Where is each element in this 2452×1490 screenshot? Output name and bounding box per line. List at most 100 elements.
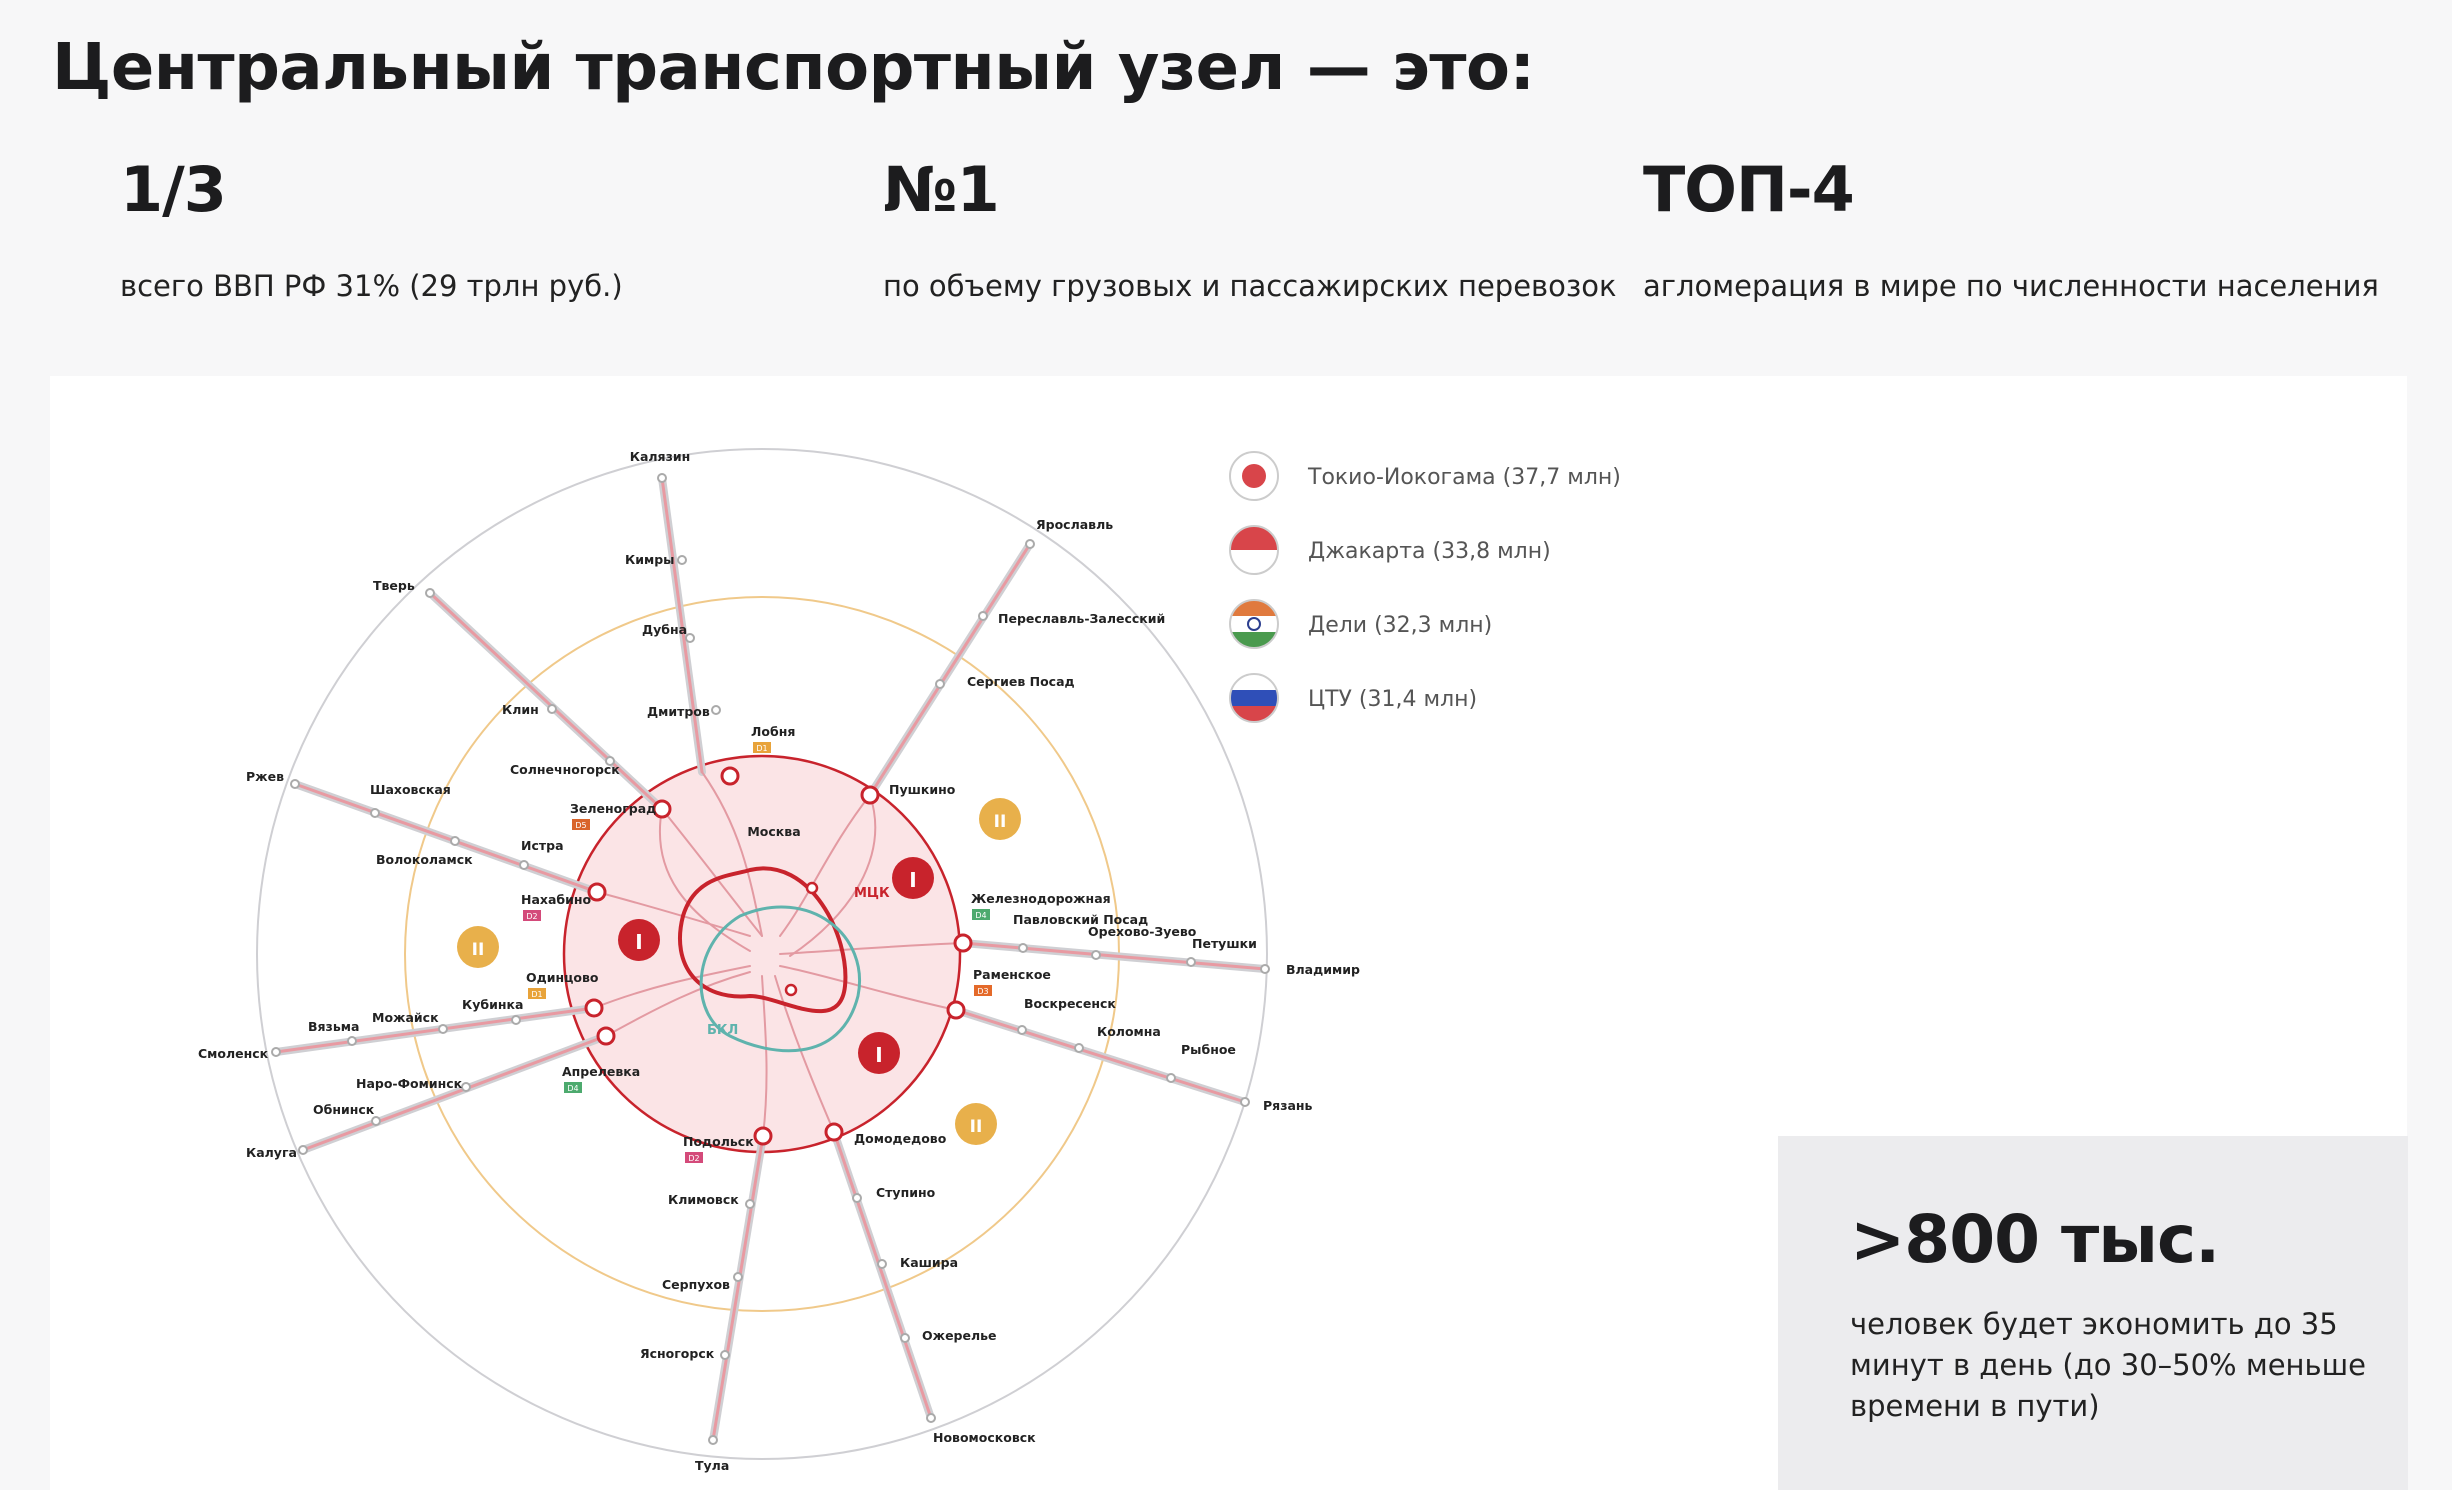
- moscow-label: Москва: [747, 824, 800, 839]
- station-label: Ожерелье: [922, 1328, 997, 1343]
- station-label: Одинцово: [526, 970, 599, 985]
- station-label: Переславль-Залесский: [998, 611, 1165, 626]
- station-node: [805, 881, 819, 895]
- station-label: Климовск: [668, 1192, 739, 1207]
- page-title: Центральный транспортный узел — это:: [52, 31, 1535, 105]
- svg-text:I: I: [909, 868, 916, 892]
- station-label: Истра: [521, 838, 564, 853]
- station-label: Калуга: [246, 1145, 297, 1160]
- zone-ii-marker: II: [979, 798, 1021, 840]
- legend-label: ЦТУ (31,4 млн): [1308, 687, 1477, 712]
- station-label: Ярославль: [1036, 517, 1113, 532]
- station-label: Нахабино: [521, 892, 592, 907]
- callout-description: человек будет экономить до 35 минут в де…: [1850, 1307, 2366, 1423]
- station-label: Серпухов: [662, 1277, 730, 1292]
- station-label: Калязин: [630, 449, 691, 464]
- callout-value: >800 тыс.: [1850, 1201, 2220, 1278]
- station-label: Пушкино: [889, 782, 956, 797]
- stat-description: по объему грузовых и пассажирских перево…: [883, 269, 1617, 303]
- map-panel: I I I II II II: [50, 376, 2407, 1490]
- line-badge-d4: [972, 909, 990, 920]
- stat-description: всего ВВП РФ 31% (29 трлн руб.): [120, 269, 623, 303]
- station-dots: [271, 473, 1270, 1445]
- line-badge-label: D5: [575, 821, 586, 830]
- station-label: Кимры: [625, 552, 674, 567]
- station-label: Наро-Фоминск: [356, 1076, 463, 1091]
- line-badge-d1: [753, 742, 771, 753]
- station-label: Ступино: [876, 1185, 936, 1200]
- station-label: Обнинск: [313, 1102, 375, 1117]
- legend: Токио-Иокогама (37,7 млн) Джакарта (33,8…: [1229, 451, 1621, 723]
- stat-description: агломерация в мире по численности населе…: [1643, 269, 2379, 303]
- stat-transport: №1 по объему грузовых и пассажирских пер…: [883, 150, 1617, 306]
- zone-ii-marker: II: [955, 1103, 997, 1145]
- russia-flag-icon: [1229, 673, 1279, 723]
- svg-text:I: I: [875, 1043, 882, 1067]
- legend-label: Токио-Иокогама (37,7 млн): [1307, 465, 1621, 490]
- station-label: Кубинка: [462, 997, 523, 1012]
- stat-value: 1/3: [120, 153, 227, 226]
- japan-flag-icon: [1229, 451, 1279, 501]
- station-label: Орехово-Зуево: [1088, 924, 1197, 939]
- legend-label: Дели (32,3 млн): [1308, 613, 1492, 638]
- svg-text:II: II: [994, 812, 1007, 832]
- station-label: Рыбное: [1181, 1042, 1236, 1057]
- station-label: Ржев: [246, 769, 284, 784]
- zone-i-marker: I: [892, 857, 934, 899]
- zone-i-marker: I: [858, 1032, 900, 1074]
- station-label: Ясногорск: [640, 1346, 715, 1361]
- mck-ring: [677, 866, 848, 1014]
- line-badge-label: D2: [526, 912, 537, 921]
- station-label: Сергиев Посад: [967, 674, 1075, 689]
- india-flag-icon: [1229, 599, 1279, 649]
- station-label: Вязьма: [308, 1019, 359, 1034]
- indonesia-flag-icon: [1229, 525, 1279, 575]
- svg-text:II: II: [472, 940, 485, 960]
- svg-text:II: II: [970, 1117, 983, 1137]
- station-label: Домодедово: [854, 1131, 947, 1146]
- line-badge-d2: [523, 910, 541, 921]
- zone-i-marker: I: [618, 919, 660, 961]
- station-label: Железнодорожная: [971, 891, 1111, 906]
- zone-ii-marker: II: [457, 926, 499, 968]
- stat-agglomeration: ТОП-4 агломерация в мире по численности …: [1643, 150, 2379, 306]
- station-label: Подольск: [683, 1134, 754, 1149]
- station-label: Волоколамск: [376, 852, 473, 867]
- hub-nodes: [584, 766, 973, 1146]
- station-label: Можайск: [372, 1010, 439, 1025]
- station-label: Зеленоград: [570, 801, 656, 816]
- station-label: Тверь: [373, 578, 415, 593]
- stat-value: №1: [883, 153, 1000, 226]
- radial-lines: [272, 474, 1269, 1444]
- station-label: Дубна: [642, 622, 687, 637]
- station-label: Новомосковск: [933, 1430, 1036, 1445]
- station-label: Коломна: [1097, 1024, 1161, 1039]
- station-label: Тула: [695, 1458, 729, 1473]
- line-badge-label: D1: [531, 990, 542, 999]
- station-label: Апрелевка: [562, 1064, 640, 1079]
- mck-label: МЦК: [854, 886, 890, 901]
- line-badge-label: D1: [756, 744, 767, 753]
- legend-label: Джакарта (33,8 млн): [1308, 539, 1551, 564]
- station-label: Лобня: [751, 724, 795, 739]
- line-badge-label: D4: [975, 911, 986, 920]
- line-badge-d4: [564, 1082, 582, 1093]
- station-label: Солнечногорск: [510, 762, 620, 777]
- line-badge-label: D3: [977, 987, 988, 996]
- svg-text:I: I: [635, 930, 642, 954]
- savings-callout: >800 тыс. человек будет экономить до 35 …: [1778, 1136, 2408, 1490]
- line-badge-label: D4: [567, 1084, 578, 1093]
- line-badge-d2: [685, 1152, 703, 1163]
- station-label: Смоленск: [198, 1046, 269, 1061]
- stat-gdp: 1/3 всего ВВП РФ 31% (29 трлн руб.): [120, 150, 623, 306]
- line-badge-label: D2: [688, 1154, 699, 1163]
- station-label: Павловский Посад: [1013, 912, 1148, 927]
- station-label: Воскресенск: [1024, 996, 1116, 1011]
- line-badge-d5: [572, 819, 590, 830]
- outer-ring: [256, 448, 1268, 1460]
- bkl-ring: [699, 905, 861, 1053]
- stat-value: ТОП-4: [1643, 153, 1855, 226]
- line-badge-d3: [974, 985, 992, 996]
- station-node: [784, 983, 798, 997]
- station-label: Рязань: [1263, 1098, 1313, 1113]
